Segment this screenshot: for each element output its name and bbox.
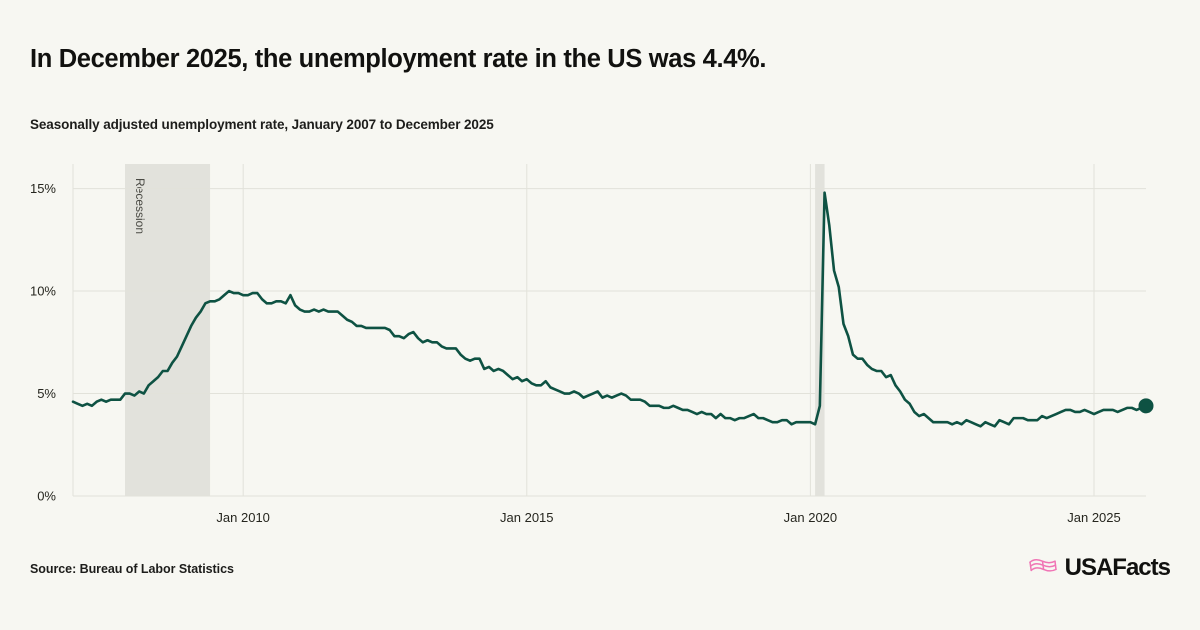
usafacts-logo[interactable]: USAFacts xyxy=(1028,554,1171,581)
source-note: Source: Bureau of Labor Statistics xyxy=(30,562,234,576)
recession-band-covid xyxy=(815,164,825,496)
usafacts-flag-icon xyxy=(1028,558,1057,572)
chart-subtitle: Seasonally adjusted unemployment rate, J… xyxy=(30,117,494,132)
recession-band-great-recession xyxy=(124,164,211,496)
x-axis-tick-label: Jan 2010 xyxy=(216,510,270,525)
page-title: In December 2025, the unemployment rate … xyxy=(30,45,767,73)
y-axis-tick-label: 5% xyxy=(37,386,56,401)
data-line-unemployment-rate xyxy=(71,191,1148,428)
end-point-marker[interactable] xyxy=(1138,398,1154,414)
x-axis-tick-label: Jan 2020 xyxy=(784,510,838,525)
y-axis-tick-label: 15% xyxy=(30,181,56,196)
x-axis-tick-label: Jan 2025 xyxy=(1067,510,1121,525)
y-axis-tick-label: 0% xyxy=(37,489,56,504)
x-axis-tick-label: Jan 2015 xyxy=(500,510,554,525)
usafacts-wordmark: USAFacts xyxy=(1064,554,1171,581)
y-axis-tick-label: 10% xyxy=(30,284,56,299)
recession-band-great-recession-label: Recession xyxy=(133,178,147,234)
